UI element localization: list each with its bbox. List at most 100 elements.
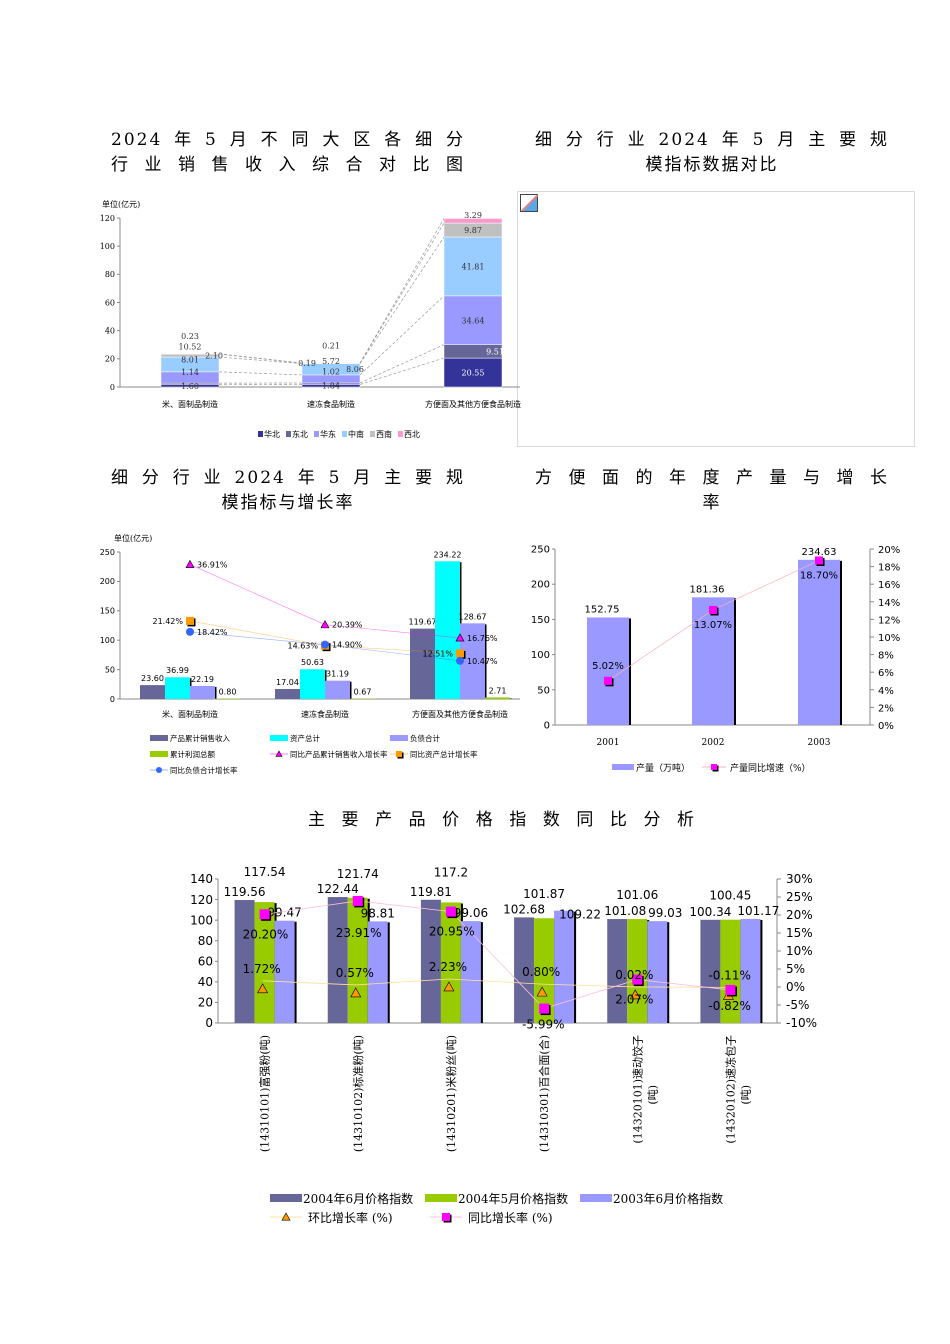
growth-label: 36.91% xyxy=(197,560,228,569)
legend-label: 产量同比增速（%） xyxy=(730,762,811,774)
data-label: 119.67 xyxy=(409,618,437,627)
data-label: 234.63 xyxy=(802,547,837,558)
category-label-line: (14310101)富强粉(吨) xyxy=(258,1035,272,1152)
category-label: (14310102)标准粉(吨) xyxy=(351,1035,365,1152)
bar xyxy=(347,897,368,1023)
growth-marker xyxy=(186,627,194,636)
y-tick-label: 20 xyxy=(198,996,213,1010)
growth-marker xyxy=(445,906,456,917)
y2-tick-label: 5% xyxy=(786,962,805,976)
legend-swatch xyxy=(150,735,168,741)
category-label-line: (14310201)米粉丝(吨) xyxy=(445,1035,458,1152)
data-label: 17.04 xyxy=(276,678,299,687)
y-tick-label: 100 xyxy=(531,650,550,661)
data-label: 234.22 xyxy=(434,550,462,559)
data-label: 2.71 xyxy=(489,686,507,695)
y-tick-label: 50 xyxy=(105,665,115,674)
category-label: 2002 xyxy=(702,738,725,748)
y-tick-label: 50 xyxy=(537,685,550,696)
y-tick-label: 0 xyxy=(544,721,550,732)
y2-tick-label: 4% xyxy=(878,686,894,697)
legend-swatch xyxy=(425,1194,457,1202)
bar xyxy=(607,919,628,1023)
data-label: 181.36 xyxy=(690,584,725,595)
category-label: 2001 xyxy=(597,738,620,748)
y2-tick-label: 0% xyxy=(786,980,805,994)
bar xyxy=(692,597,734,725)
data-label: 23.60 xyxy=(141,674,164,683)
series-connector xyxy=(218,356,303,364)
data-label: 1.02 xyxy=(322,368,340,377)
category-label-line: (14310301)百合面(合) xyxy=(537,1035,551,1152)
bar xyxy=(275,688,300,699)
category-label: (14320101)速动饺子 (吨) xyxy=(630,1035,659,1144)
data-label: 0.67 xyxy=(354,688,372,697)
data-label: 101.87 xyxy=(523,887,565,901)
legend-label: 负债合计 xyxy=(410,733,440,743)
legend-marker xyxy=(442,1213,450,1221)
data-label: 9.51 xyxy=(486,347,504,356)
growth-label: 1.72% xyxy=(243,962,281,976)
data-label: 1.84 xyxy=(322,382,340,391)
y2-tick-label: 8% xyxy=(878,651,894,662)
category-label-line: (14320101)速动饺子 xyxy=(630,1035,644,1144)
title-line: 行业销售收入综合对比图 xyxy=(111,155,465,175)
legend-marker xyxy=(711,764,717,770)
y-tick-label: 0 xyxy=(205,1016,213,1030)
growth-label: 21.42% xyxy=(152,617,183,626)
legend-label: 东北 xyxy=(292,429,308,439)
legend-label: 同比产品累计销售收入增长率 xyxy=(290,749,388,759)
bar xyxy=(420,899,441,1023)
category-label: (14310101)富强粉(吨) xyxy=(258,1035,272,1152)
legend-label: 产品累计销售收入 xyxy=(170,733,230,743)
growth-label: 14.63% xyxy=(287,642,318,651)
broken-image-placeholder xyxy=(517,191,915,447)
title-line: 细分行业2024年5月主要规 xyxy=(535,130,889,150)
y-tick-label: 40 xyxy=(198,975,213,989)
growth-label: 0.02% xyxy=(615,968,653,982)
legend-marker xyxy=(281,1212,291,1221)
growth-label: 0.80% xyxy=(522,965,560,979)
data-label: 99.47 xyxy=(267,906,301,920)
growth-marker xyxy=(725,984,736,995)
data-label: 99.06 xyxy=(454,906,488,920)
growth-label: 23.91% xyxy=(336,926,382,940)
legend-label: 华北 xyxy=(264,429,280,439)
category-label: 速冻食品制造 xyxy=(307,399,355,409)
growth-marker xyxy=(632,974,643,985)
y-tick-label: 20 xyxy=(105,355,115,364)
data-label: 152.75 xyxy=(585,604,620,615)
chart5-title: 主要产品价格指数同比分析 xyxy=(308,808,696,833)
category-label-line: (14320102)速冻包子 xyxy=(723,1035,737,1144)
data-label: 99.03 xyxy=(648,906,682,920)
growth-label: 2.07% xyxy=(615,993,653,1007)
y-tick-label: 100 xyxy=(190,913,213,927)
bar-segment xyxy=(443,236,503,297)
data-label: 2.10 xyxy=(205,352,223,361)
growth-label: 16.76% xyxy=(467,634,498,643)
category-label: 速冻食品制造 xyxy=(301,709,349,719)
legend-marker xyxy=(275,750,283,757)
legend-label: 资产总计 xyxy=(290,733,320,743)
title-line: 模指标数据对比 xyxy=(645,155,779,175)
growth-line xyxy=(264,900,731,1010)
bar-segment xyxy=(443,357,503,388)
legend-swatch xyxy=(612,764,634,770)
data-label: 119.56 xyxy=(224,885,266,899)
title-line: 模指标与增长率 xyxy=(221,493,355,513)
series-connector xyxy=(359,357,445,385)
series-connector xyxy=(359,344,445,384)
growth-marker xyxy=(259,909,270,920)
data-label: 101.17 xyxy=(737,904,779,918)
growth-label: 0.57% xyxy=(336,966,374,980)
data-label: 117.2 xyxy=(434,865,468,879)
y-tick-label: 250 xyxy=(100,548,115,557)
title-line: 细分行业2024年5月主要规 xyxy=(111,468,465,488)
y-tick-label: 150 xyxy=(531,615,550,626)
growth-marker xyxy=(604,676,612,685)
category-label: 米、面制品制造 xyxy=(162,709,218,719)
data-label: 102.68 xyxy=(503,902,545,916)
bar xyxy=(740,918,761,1023)
y-tick-label: 150 xyxy=(100,607,115,616)
y-tick-label: 60 xyxy=(198,954,213,968)
